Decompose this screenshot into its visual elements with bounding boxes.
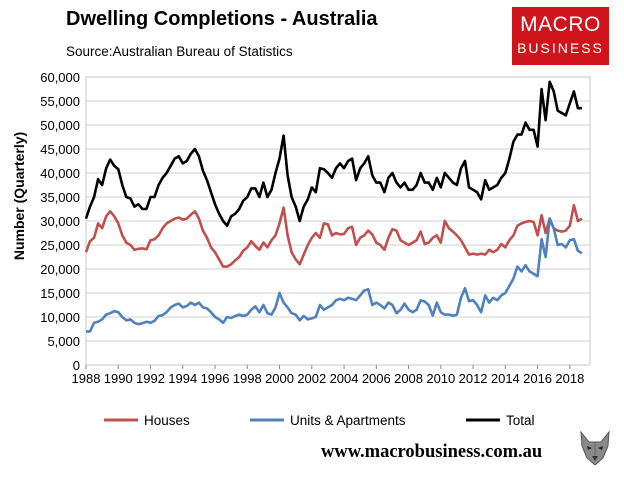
x-tick-label: 2002: [297, 371, 326, 386]
x-tick-label: 1990: [104, 371, 133, 386]
y-tick-label: 30,000: [40, 214, 80, 229]
y-axis-label: Number (Quarterly): [11, 132, 27, 260]
y-tick-label: 5,000: [47, 334, 80, 349]
footer-url[interactable]: www.macrobusiness.com.au: [321, 442, 543, 462]
x-tick-label: 2016: [523, 371, 552, 386]
legend-label: Houses: [144, 413, 190, 428]
page-title: Dwelling Completions - Australia: [66, 8, 378, 30]
x-axis-ticks: 1988 1990 1992 1994 1996 1998 2000 2002 2004 2006…: [72, 365, 584, 386]
y-tick-label: 10,000: [40, 310, 80, 325]
x-tick-label: 1996: [201, 371, 230, 386]
y-tick-label: 40,000: [40, 166, 80, 181]
chart-source: Source:Australian Bureau of Statistics: [66, 44, 293, 59]
series-lines: [84, 80, 583, 333]
x-tick-label: 2018: [555, 371, 584, 386]
y-tick-label: 20,000: [40, 262, 80, 277]
y-tick-label: 15,000: [40, 286, 80, 301]
x-tick-label: 1994: [168, 371, 197, 386]
macrobusiness-logo: MACRO BUSINESS: [512, 7, 609, 65]
x-tick-label: 2014: [491, 371, 520, 386]
logo-line-1: MACRO: [520, 13, 601, 36]
y-tick-label: 45,000: [40, 142, 80, 157]
y-tick-label: 60,000: [40, 70, 80, 85]
x-tick-label: 1992: [136, 371, 165, 386]
y-tick-label: 35,000: [40, 190, 80, 205]
y-axis-ticks: 0 5,000 10,000 15,000 20,000 25,000 30,000 35,0…: [40, 70, 80, 373]
x-tick-label: 1988: [72, 371, 101, 386]
series-line-units-apartments: [86, 217, 583, 333]
wolf-head-icon: [580, 430, 610, 466]
y-tick-label: 0: [73, 358, 80, 373]
x-tick-label: 2006: [362, 371, 391, 386]
gridlines: [86, 76, 590, 366]
plot-frame: [85, 76, 591, 366]
legend-label: Units & Apartments: [290, 413, 406, 428]
logo-line-2: BUSINESS: [517, 40, 604, 56]
y-tick-label: 55,000: [40, 94, 80, 109]
x-tick-label: 2008: [394, 371, 423, 386]
legend: Houses Units & Apartments Total: [104, 413, 535, 428]
x-tick-label: 2004: [330, 371, 359, 386]
series-line-houses: [84, 203, 583, 268]
x-tick-label: 2000: [265, 371, 294, 386]
x-tick-label: 2010: [426, 371, 455, 386]
y-tick-label: 50,000: [40, 118, 80, 133]
x-tick-label: 1998: [233, 371, 262, 386]
y-tick-label: 25,000: [40, 238, 80, 253]
x-tick-label: 2012: [459, 371, 488, 386]
legend-label: Total: [506, 413, 535, 428]
series-line-total: [84, 80, 582, 228]
